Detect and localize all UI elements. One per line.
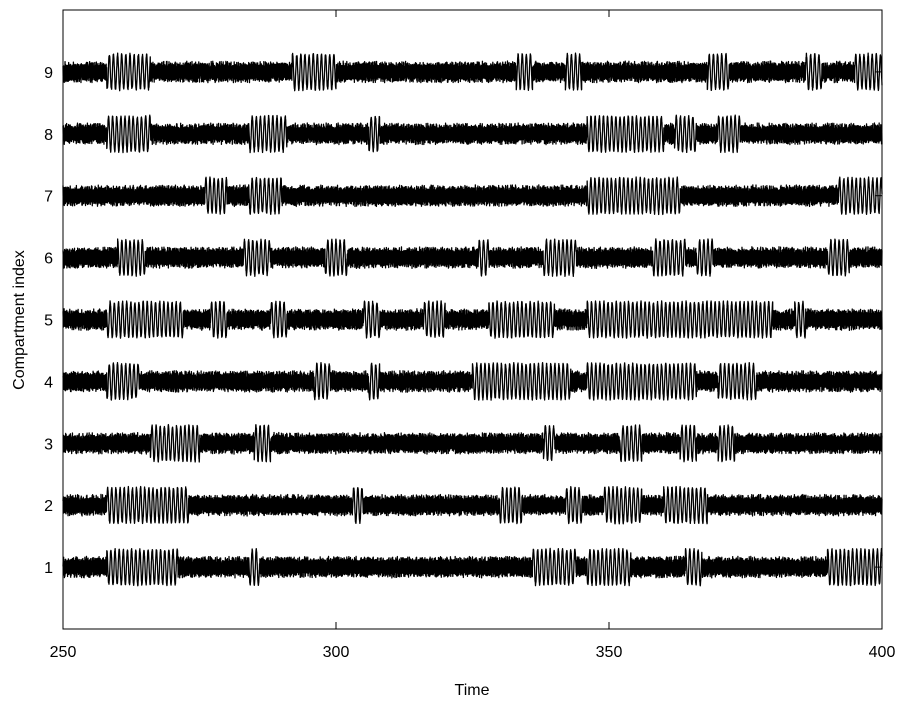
y-tick-label: 5 xyxy=(44,313,53,330)
series-line-compartment-9 xyxy=(62,52,883,92)
series-line-compartment-7 xyxy=(62,176,883,216)
y-tick-label: 4 xyxy=(44,374,53,391)
x-tick-label: 250 xyxy=(50,644,77,661)
series-line-compartment-6 xyxy=(62,238,883,278)
series-line-compartment-5 xyxy=(62,300,883,339)
y-tick-label: 3 xyxy=(44,436,53,453)
traces-group xyxy=(62,52,883,587)
y-tick-label: 1 xyxy=(44,560,53,577)
series-line-compartment-2 xyxy=(62,485,883,525)
ticks-group: 250 300 350 400 1 2 3 4 5 6 7 8 9 xyxy=(44,10,895,661)
y-axis-title: Compartment index xyxy=(11,250,28,390)
y-tick-label: 2 xyxy=(44,498,53,515)
x-tick-label: 350 xyxy=(596,644,623,661)
series-line-compartment-1 xyxy=(62,547,883,587)
x-tick-label: 300 xyxy=(323,644,350,661)
series-line-compartment-3 xyxy=(62,423,883,463)
x-tick-label: 400 xyxy=(869,644,896,661)
y-tick-label: 9 xyxy=(44,65,53,82)
series-line-compartment-4 xyxy=(62,361,883,401)
x-axis-title: Time xyxy=(455,682,490,699)
plot-frame xyxy=(62,9,883,630)
series-line-compartment-8 xyxy=(62,114,883,154)
y-tick-label: 7 xyxy=(44,189,53,206)
y-tick-label: 6 xyxy=(44,251,53,268)
y-tick-label: 8 xyxy=(44,127,53,144)
